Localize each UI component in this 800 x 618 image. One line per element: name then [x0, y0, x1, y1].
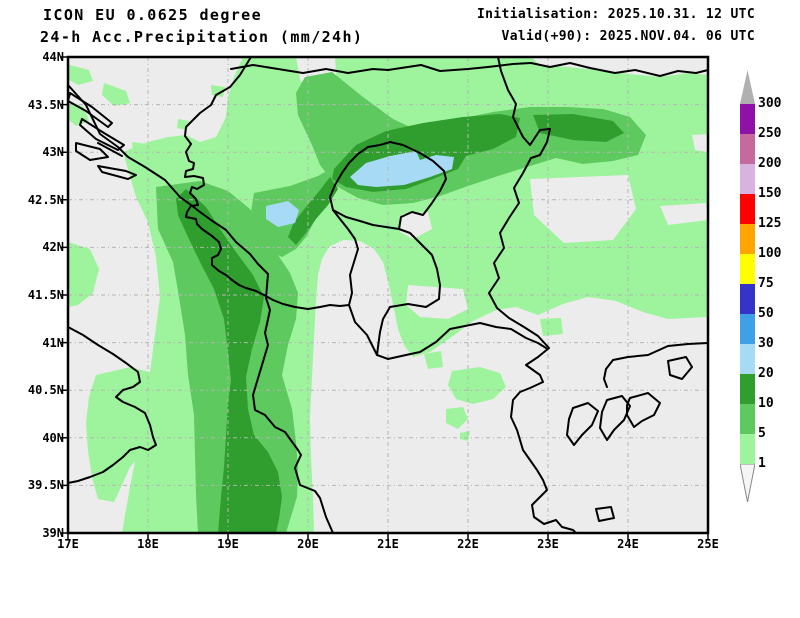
border-node-east	[332, 209, 400, 230]
product-title: 24-h Acc.Precipitation (mm/24h)	[40, 28, 364, 46]
legend-value-label: 50	[758, 306, 774, 321]
italy-coastline	[67, 326, 157, 484]
border-sava-north	[230, 62, 532, 74]
lat-tick-label: 40.5N	[27, 383, 64, 398]
legend-color-block	[740, 104, 755, 134]
legend-color-block	[740, 344, 755, 374]
legend-value-label: 200	[758, 156, 782, 171]
aegean-west-coastline	[510, 369, 577, 534]
country-borders	[184, 56, 709, 371]
gridlines	[68, 57, 708, 533]
lat-tick-label: 41N	[42, 335, 64, 350]
lon-tick-label: 18E	[137, 537, 159, 551]
coastlines	[67, 84, 709, 534]
legend-color-block	[740, 404, 755, 434]
lon-tick-label: 21E	[377, 537, 399, 551]
lat-tick-label: 40N	[42, 430, 64, 445]
aegean-islands	[595, 356, 693, 522]
legend-value-label: 150	[758, 186, 782, 201]
legend-underflow-triangle	[740, 464, 755, 502]
legend-color-block	[740, 224, 755, 254]
aegean-north-coastline	[603, 342, 709, 388]
legend-value-label: 125	[758, 216, 782, 231]
border-west-chain	[184, 56, 350, 310]
legend-color-block	[740, 284, 755, 314]
legend-value-label: 30	[758, 336, 774, 351]
legend-value-label: 1	[758, 456, 766, 471]
legend-color-block	[740, 374, 755, 404]
legend-color-block	[740, 164, 755, 194]
valid-time: Valid(+90): 2025.NOV.04. 06 UTC	[501, 29, 755, 44]
lat-tick-label: 42.5N	[27, 192, 64, 207]
legend-overflow-triangle	[740, 70, 755, 104]
lon-tick-label: 23E	[537, 537, 559, 551]
chalkidiki-fingers	[566, 392, 661, 446]
lat-tick-label: 39.5N	[27, 478, 64, 493]
map-plot	[61, 55, 710, 540]
legend-value-label: 5	[758, 426, 766, 441]
lon-tick-label: 20E	[297, 537, 319, 551]
border-kosovo-north	[329, 141, 391, 211]
legend-color-block	[740, 254, 755, 284]
legend-value-label: 10	[758, 396, 774, 411]
lat-tick-label: 44N	[42, 50, 64, 64]
lon-tick-label: 17E	[57, 537, 79, 551]
lat-tick-label: 43.5N	[27, 97, 64, 112]
border-danube-east	[530, 62, 709, 77]
border-serbia-macedonia	[376, 141, 447, 356]
legend-value-label: 20	[758, 366, 774, 381]
lon-tick-label: 22E	[457, 537, 479, 551]
dalmatian-islands	[67, 92, 137, 180]
legend-color-block	[740, 134, 755, 164]
legend-value-label: 100	[758, 246, 782, 261]
legend-color-block	[740, 314, 755, 344]
border-serbia-bulgaria	[488, 56, 551, 371]
lat-tick-label: 41.5N	[27, 288, 64, 302]
lat-tick-label: 43N	[42, 145, 64, 160]
adriatic-coastline	[67, 84, 334, 534]
lon-tick-label: 25E	[697, 537, 719, 551]
legend-color-block	[740, 194, 755, 224]
legend-value-label: 300	[758, 96, 782, 111]
legend-color-block	[740, 434, 755, 464]
lon-tick-label: 24E	[617, 537, 639, 551]
border-albania-greece-macedonia	[332, 209, 547, 360]
lat-tick-label: 42N	[42, 240, 64, 255]
legend-value-label: 250	[758, 126, 782, 141]
legend-value-label: 75	[758, 276, 774, 291]
precip-layer-20-30mm	[266, 151, 454, 227]
axis-ticks	[61, 56, 709, 540]
lon-tick-label: 19E	[217, 537, 239, 551]
model-title: ICON EU 0.0625 degree	[43, 6, 263, 24]
lat-tick-label: 39N	[42, 526, 64, 540]
initialisation-time: Initialisation: 2025.10.31. 12 UTC	[476, 7, 755, 22]
legend-color-bar	[740, 104, 755, 464]
